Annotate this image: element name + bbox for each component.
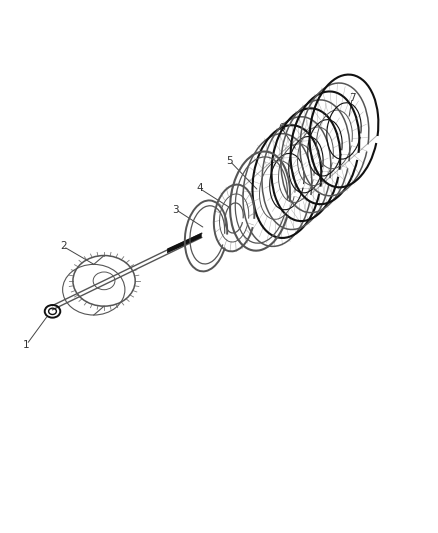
Text: 3: 3 [173, 205, 179, 215]
Polygon shape [167, 233, 202, 253]
Text: 5: 5 [226, 156, 233, 166]
Text: 2: 2 [60, 241, 67, 252]
Text: 1: 1 [23, 340, 30, 350]
Text: 6: 6 [279, 123, 285, 133]
Text: 7: 7 [349, 93, 356, 103]
Text: 4: 4 [196, 183, 203, 193]
